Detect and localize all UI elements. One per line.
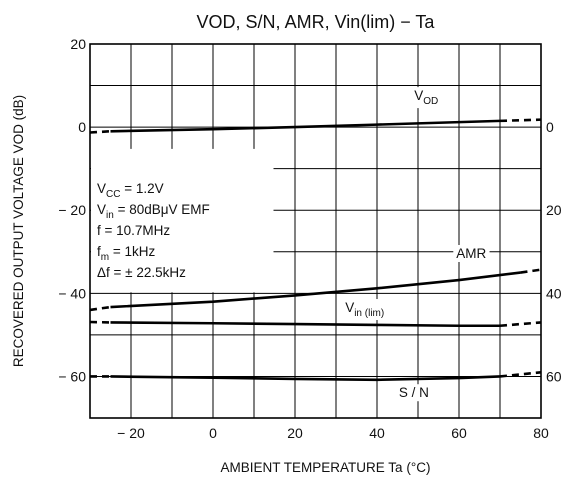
y-tick-label-right: 40	[546, 285, 562, 301]
series-label: AMR	[456, 246, 486, 261]
series-dashed-extension	[499, 321, 542, 328]
y-tick-label-left: − 60	[58, 368, 86, 384]
y-tick-label-left: 20	[70, 36, 86, 52]
series-label-bg	[342, 299, 388, 321]
series-label-bg	[395, 384, 432, 402]
series-label: S / N	[399, 385, 429, 400]
conditions-box: VCC = 1.2V Vin = 80dBμV EMF f = 10.7MHz fm …	[91, 148, 274, 293]
series-label-bg	[411, 87, 442, 109]
condition-text: fm = 1kHz	[97, 244, 156, 263]
series-labels: VOD AMR Vin (lim) S / N	[342, 87, 490, 402]
series-layer	[89, 118, 542, 382]
x-tick-label: − 20	[117, 425, 145, 441]
series-dashed-extension	[89, 305, 111, 312]
series-label: VOD	[414, 88, 438, 107]
series-line	[110, 375, 501, 382]
x-tick-label: 60	[451, 425, 467, 441]
plot-frame	[89, 43, 542, 419]
series-label: Vin (lim)	[345, 300, 384, 319]
x-tick-label: 20	[287, 425, 303, 441]
series-dashed-extension	[499, 370, 542, 378]
x-tick-label: 40	[369, 425, 385, 441]
y-axis-label: RECOVERED OUTPUT VOLTAGE VOD (dB)	[11, 95, 26, 367]
series-dashed-extension	[520, 268, 542, 274]
y-tick-label-left: − 20	[58, 202, 86, 218]
conditions-bg	[91, 148, 274, 293]
series-line	[110, 321, 500, 328]
tick-labels: − 20 0 20 40 60 80 20 0 − 20 − 40 − 60 0 20 40 60	[58, 36, 561, 441]
series-line	[110, 271, 521, 309]
series-dashed-extension	[89, 129, 111, 134]
x-axis-label: AMBIENT TEMPERATURE Ta (°C)	[221, 460, 431, 475]
condition-text: Δf = ± 22.5kHz	[97, 265, 186, 280]
condition-text: VCC = 1.2V	[97, 181, 164, 200]
series-line	[110, 119, 501, 133]
y-tick-label-left: 0	[78, 119, 86, 135]
y-tick-label-right: 20	[546, 202, 562, 218]
x-tick-label: 0	[209, 425, 217, 441]
condition-text: Vin = 80dBμV EMF	[97, 202, 210, 221]
y-tick-label-right: 60	[546, 368, 562, 384]
series-dashed-extension	[499, 118, 542, 123]
chart-title: VOD, S/N, AMR, Vin(lim) − Ta	[197, 12, 436, 32]
series-label-bg	[453, 245, 490, 263]
y-tick-label-left: − 40	[58, 285, 86, 301]
condition-text: f = 10.7MHz	[97, 223, 170, 238]
y-tick-label-right: 0	[546, 119, 554, 135]
x-tick-label: 80	[533, 425, 549, 441]
